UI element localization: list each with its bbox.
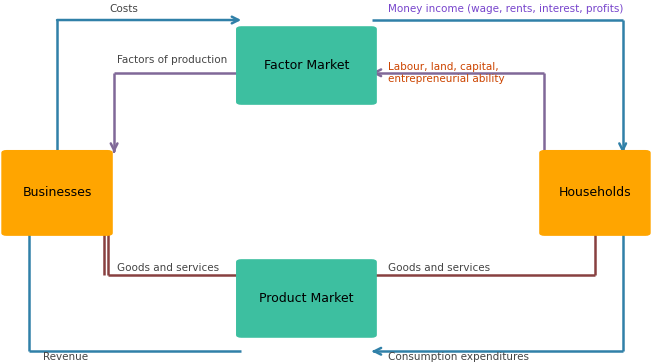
Text: Money income (wage, rents, interest, profits): Money income (wage, rents, interest, pro… [388,4,623,14]
Text: Costs: Costs [110,4,138,14]
Text: Consumption expenditures: Consumption expenditures [388,352,529,363]
Text: Factors of production: Factors of production [117,55,228,65]
Text: Households: Households [559,186,631,199]
Text: Labour, land, capital,
entrepreneurial ability: Labour, land, capital, entrepreneurial a… [388,62,505,84]
Text: Goods and services: Goods and services [388,262,490,273]
Text: Revenue: Revenue [42,352,88,363]
Text: Businesses: Businesses [22,186,92,199]
Text: Product Market: Product Market [259,292,353,305]
FancyBboxPatch shape [236,26,377,105]
Text: Goods and services: Goods and services [117,262,220,273]
FancyBboxPatch shape [1,150,113,236]
Text: Factor Market: Factor Market [264,59,349,72]
FancyBboxPatch shape [236,259,377,338]
FancyBboxPatch shape [539,150,651,236]
